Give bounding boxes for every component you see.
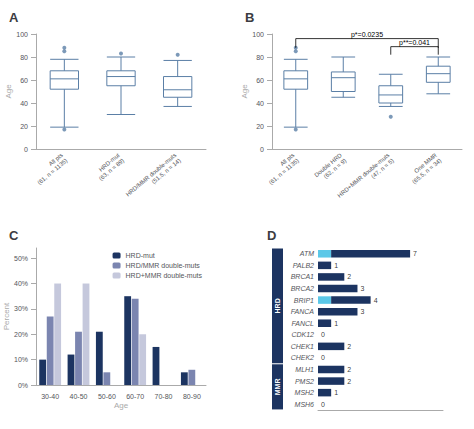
svg-text:(62, n = 9): (62, n = 9) bbox=[322, 157, 347, 179]
svg-text:MSH2: MSH2 bbox=[295, 389, 315, 396]
svg-text:PALB2: PALB2 bbox=[293, 262, 314, 269]
svg-text:40: 40 bbox=[20, 100, 28, 107]
svg-text:60-70: 60-70 bbox=[126, 393, 144, 400]
svg-text:FANCL: FANCL bbox=[292, 320, 315, 327]
svg-text:All pts: All pts bbox=[279, 152, 296, 168]
svg-text:40%: 40% bbox=[14, 280, 28, 287]
svg-text:0: 0 bbox=[260, 146, 264, 153]
svg-text:C: C bbox=[9, 228, 19, 243]
svg-text:0: 0 bbox=[321, 354, 325, 361]
svg-text:1: 1 bbox=[334, 320, 338, 327]
svg-text:20%: 20% bbox=[14, 331, 28, 338]
svg-text:40: 40 bbox=[256, 100, 264, 107]
svg-text:7: 7 bbox=[413, 250, 417, 257]
svg-text:HRD+MMR double-muts: HRD+MMR double-muts bbox=[126, 272, 203, 279]
svg-text:FANCA: FANCA bbox=[291, 308, 315, 315]
svg-text:Double HRD: Double HRD bbox=[313, 152, 343, 179]
svg-text:A: A bbox=[9, 10, 19, 25]
svg-text:(61, n = 1135): (61, n = 1135) bbox=[268, 157, 300, 185]
svg-text:ATM: ATM bbox=[299, 250, 314, 257]
svg-text:p**=0.041: p**=0.041 bbox=[399, 39, 430, 47]
svg-text:(65.5, n = 34): (65.5, n = 34) bbox=[411, 157, 442, 185]
svg-text:HRD/MMR double-muts: HRD/MMR double-muts bbox=[125, 152, 178, 198]
svg-text:50%: 50% bbox=[14, 255, 28, 262]
svg-text:20: 20 bbox=[20, 123, 28, 130]
svg-text:Age: Age bbox=[4, 84, 13, 99]
svg-text:D: D bbox=[267, 228, 276, 243]
svg-text:60: 60 bbox=[20, 77, 28, 84]
svg-text:2: 2 bbox=[347, 378, 351, 385]
svg-text:B: B bbox=[245, 10, 254, 25]
svg-text:2: 2 bbox=[347, 366, 351, 373]
svg-text:10%: 10% bbox=[14, 356, 28, 363]
svg-text:CDK12: CDK12 bbox=[291, 331, 314, 338]
svg-text:100: 100 bbox=[16, 31, 28, 38]
svg-text:60: 60 bbox=[256, 77, 264, 84]
svg-text:HRD-mut: HRD-mut bbox=[126, 252, 155, 259]
svg-text:2: 2 bbox=[347, 273, 351, 280]
svg-text:50-60: 50-60 bbox=[98, 393, 116, 400]
svg-text:Age: Age bbox=[114, 401, 129, 410]
svg-text:1: 1 bbox=[334, 389, 338, 396]
svg-text:2: 2 bbox=[347, 343, 351, 350]
svg-text:30-40: 30-40 bbox=[41, 393, 59, 400]
svg-text:MSH6: MSH6 bbox=[295, 401, 315, 408]
svg-text:80: 80 bbox=[256, 54, 264, 61]
svg-text:80: 80 bbox=[20, 54, 28, 61]
svg-text:4: 4 bbox=[374, 297, 378, 304]
svg-text:HRD/MMR double-muts: HRD/MMR double-muts bbox=[126, 262, 201, 269]
svg-text:3: 3 bbox=[360, 285, 364, 292]
svg-text:BRCA2: BRCA2 bbox=[291, 285, 314, 292]
svg-text:MMR: MMR bbox=[274, 378, 281, 395]
svg-text:HRD: HRD bbox=[274, 298, 281, 313]
svg-text:20: 20 bbox=[256, 123, 264, 130]
svg-text:0%: 0% bbox=[18, 382, 28, 389]
svg-text:3: 3 bbox=[360, 308, 364, 315]
svg-text:All pts: All pts bbox=[47, 152, 64, 168]
svg-text:BRCA1: BRCA1 bbox=[291, 273, 314, 280]
svg-text:HRD-mut: HRD-mut bbox=[97, 152, 121, 173]
svg-text:100: 100 bbox=[252, 31, 264, 38]
svg-text:0: 0 bbox=[321, 331, 325, 338]
svg-text:CHEK2: CHEK2 bbox=[291, 354, 314, 361]
svg-text:p*=0.0235: p*=0.0235 bbox=[351, 31, 383, 39]
svg-text:0: 0 bbox=[321, 401, 325, 408]
svg-text:1: 1 bbox=[334, 262, 338, 269]
svg-text:40-50: 40-50 bbox=[70, 393, 88, 400]
svg-text:BRIP1: BRIP1 bbox=[294, 297, 314, 304]
svg-text:(47, n = 5): (47, n = 5) bbox=[370, 157, 395, 179]
svg-text:(51.5, n = 14): (51.5, n = 14) bbox=[151, 157, 182, 185]
svg-text:(61, n = 1135): (61, n = 1135) bbox=[36, 157, 68, 185]
svg-text:One MMR: One MMR bbox=[413, 152, 438, 175]
svg-text:30%: 30% bbox=[14, 305, 28, 312]
svg-text:0: 0 bbox=[24, 146, 28, 153]
svg-text:80-90: 80-90 bbox=[183, 393, 201, 400]
svg-text:Age: Age bbox=[240, 84, 249, 99]
svg-text:Percent: Percent bbox=[2, 302, 11, 330]
svg-text:70-80: 70-80 bbox=[155, 393, 173, 400]
svg-text:MLH1: MLH1 bbox=[295, 366, 314, 373]
svg-text:PMS2: PMS2 bbox=[295, 378, 314, 385]
svg-text:HRD+MMR double-muts: HRD+MMR double-muts bbox=[336, 152, 390, 199]
svg-text:CHEK1: CHEK1 bbox=[291, 343, 314, 350]
svg-text:(63, n = 89): (63, n = 89) bbox=[98, 157, 125, 181]
